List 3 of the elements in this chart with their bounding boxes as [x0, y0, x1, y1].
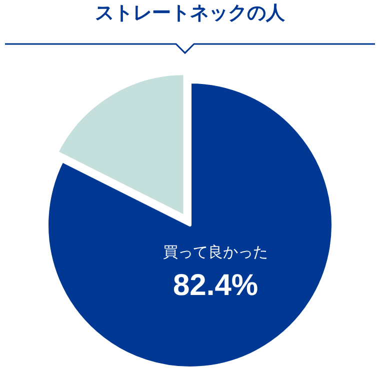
- chart-title: ストレートネックの人: [95, 2, 286, 24]
- data-label: 82.4%: [173, 269, 258, 302]
- slice-label: 買って良かった: [163, 243, 268, 261]
